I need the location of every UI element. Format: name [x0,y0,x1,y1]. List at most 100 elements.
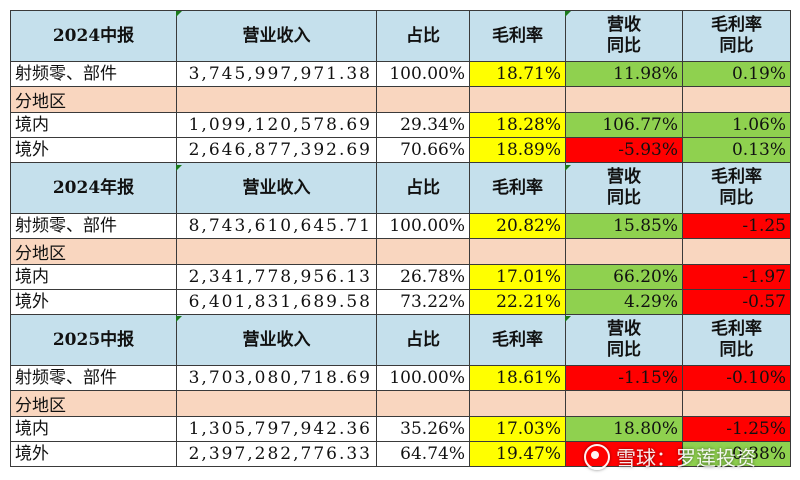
margin-cell[interactable]: 18.28% [469,112,566,138]
empty-cell[interactable] [376,390,470,417]
header-revenue[interactable]: 营业收入 [176,162,377,214]
header-revenue[interactable]: 营业收入 [176,314,377,366]
revenue-cell[interactable]: 1,305,797,942.36 [176,416,377,442]
segment-name[interactable]: 射频零、部件 [10,365,177,391]
revenue-cell[interactable]: 1,099,120,578.69 [176,112,377,138]
margin-cell[interactable]: 20.82% [469,213,566,239]
total-row: 射频零、部件 3,745,997,971.38 100.00% 18.71% 1… [10,61,791,87]
cell-marker-icon [176,316,182,322]
header-margin-yoy[interactable]: 毛利率 同比 [682,162,791,214]
revenue-cell[interactable]: 2,397,282,776.33 [176,441,377,467]
revenue-cell[interactable]: 3,703,080,718.69 [176,365,377,391]
header-margin[interactable]: 毛利率 [469,314,566,366]
empty-cell[interactable] [565,238,683,265]
header-revenue-yoy[interactable]: 营收 同比 [565,162,683,214]
revenue-yoy-cell[interactable]: -1.15% [565,365,683,391]
empty-cell[interactable] [469,390,566,417]
empty-cell[interactable] [376,86,470,113]
header-margin[interactable]: 毛利率 [469,10,566,62]
region-label-row: 分地区 [10,238,791,265]
empty-cell[interactable] [682,238,791,265]
margin-yoy-cell[interactable]: 0.19% [682,61,791,87]
share-cell[interactable]: 100.00% [376,213,470,239]
empty-cell[interactable] [469,238,566,265]
revenue-yoy-cell[interactable]: 66.20% [565,264,683,290]
empty-cell[interactable] [176,390,377,417]
region-name[interactable]: 境外 [10,137,177,163]
revenue-yoy-cell[interactable]: 106.77% [565,112,683,138]
share-cell[interactable]: 29.34% [376,112,470,138]
cell-marker-icon [565,11,571,17]
share-cell[interactable]: 64.74% [376,441,470,467]
margin-cell[interactable]: 18.89% [469,137,566,163]
overseas-row: 境外 2,397,282,776.33 64.74% 19.47% 0.38% [10,441,791,467]
margin-cell[interactable]: 18.71% [469,61,566,87]
revenue-cell[interactable]: 6,401,831,689.58 [176,289,377,315]
empty-cell[interactable] [565,390,683,417]
margin-cell[interactable]: 17.01% [469,264,566,290]
margin-yoy-cell[interactable]: -1.25% [682,416,791,442]
header-margin-yoy[interactable]: 毛利率 同比 [682,314,791,366]
cell-marker-icon [565,316,571,322]
empty-cell[interactable] [469,86,566,113]
empty-cell[interactable] [176,86,377,113]
period-title[interactable]: 2024年报 [10,162,177,214]
revenue-yoy-cell[interactable]: -5.93% [565,137,683,163]
region-label[interactable]: 分地区 [10,86,177,113]
margin-yoy-cell[interactable]: 1.06% [682,112,791,138]
margin-cell[interactable]: 17.03% [469,416,566,442]
region-name[interactable]: 境外 [10,289,177,315]
region-name[interactable]: 境内 [10,112,177,138]
margin-yoy-cell[interactable]: -0.57 [682,289,791,315]
region-label[interactable]: 分地区 [10,238,177,265]
empty-cell[interactable] [682,390,791,417]
margin-cell[interactable]: 18.61% [469,365,566,391]
header-revenue-yoy[interactable]: 营收 同比 [565,10,683,62]
revenue-cell[interactable]: 3,745,997,971.38 [176,61,377,87]
snowball-logo-icon [584,443,610,470]
share-cell[interactable]: 26.78% [376,264,470,290]
empty-cell[interactable] [565,86,683,113]
empty-cell[interactable] [376,238,470,265]
region-name[interactable]: 境内 [10,416,177,442]
revenue-yoy-cell[interactable]: 18.80% [565,416,683,442]
region-name[interactable]: 境外 [10,441,177,467]
header-share[interactable]: 占比 [376,162,470,214]
section-header-row: 2024中报 营业收入 占比 毛利率 营收 同比 毛利率 同比 [10,10,791,62]
share-cell[interactable]: 70.66% [376,137,470,163]
revenue-yoy-cell[interactable]: 4.29% [565,289,683,315]
margin-cell[interactable]: 19.47% [469,441,566,467]
period-title[interactable]: 2025中报 [10,314,177,366]
header-share[interactable]: 占比 [376,314,470,366]
share-cell[interactable]: 73.22% [376,289,470,315]
margin-yoy-cell[interactable]: -0.10% [682,365,791,391]
header-margin[interactable]: 毛利率 [469,162,566,214]
segment-name[interactable]: 射频零、部件 [10,61,177,87]
header-revenue[interactable]: 营业收入 [176,10,377,62]
margin-cell[interactable]: 22.21% [469,289,566,315]
share-cell[interactable]: 100.00% [376,61,470,87]
region-name[interactable]: 境内 [10,264,177,290]
segment-name[interactable]: 射频零、部件 [10,213,177,239]
cell-marker-icon [565,165,571,171]
revenue-cell[interactable]: 8,743,610,645.71 [176,213,377,239]
domestic-row: 境内 2,341,778,956.13 26.78% 17.01% 66.20%… [10,264,791,290]
region-label[interactable]: 分地区 [10,390,177,417]
header-margin-yoy[interactable]: 毛利率 同比 [682,10,791,62]
revenue-yoy-cell[interactable]: 15.85% [565,213,683,239]
revenue-yoy-cell[interactable]: 11.98% [565,61,683,87]
header-revenue-yoy[interactable]: 营收 同比 [565,314,683,366]
revenue-cell[interactable]: 2,341,778,956.13 [176,264,377,290]
share-cell[interactable]: 35.26% [376,416,470,442]
margin-yoy-cell[interactable]: -1.97 [682,264,791,290]
margin-yoy-cell[interactable]: 0.13% [682,137,791,163]
header-share[interactable]: 占比 [376,10,470,62]
margin-yoy-cell[interactable]: -1.25 [682,213,791,239]
empty-cell[interactable] [682,86,791,113]
share-cell[interactable]: 100.00% [376,365,470,391]
period-title[interactable]: 2024中报 [10,10,177,62]
revenue-cell[interactable]: 2,646,877,392.69 [176,137,377,163]
margin-yoy-cell[interactable]: 0.38% [682,441,791,467]
empty-cell[interactable] [176,238,377,265]
cell-marker-icon [176,165,182,171]
